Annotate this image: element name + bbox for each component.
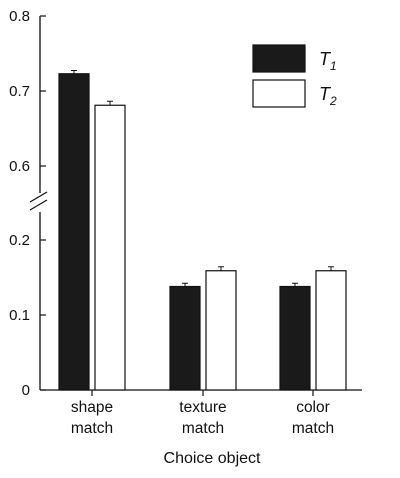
legend-label-subscript: 2 (329, 94, 337, 108)
y-tick-label: 0.1 (9, 307, 30, 324)
legend-label-1: T1 (319, 49, 337, 73)
x-tick-label: match (71, 420, 113, 437)
bar-1-texture (169, 285, 201, 391)
x-tick-label: texture (179, 399, 226, 416)
x-axis-label: Choice object (164, 450, 262, 467)
bar-2-color (315, 270, 347, 391)
bar-1-shape (58, 73, 90, 391)
legend: T1 T2 (252, 44, 337, 108)
bars (58, 70, 347, 391)
bar-2-texture (205, 270, 237, 391)
x-tick-label: match (292, 420, 334, 437)
y-tick-label: 0.8 (9, 8, 30, 25)
axis-break-mark (29, 199, 48, 211)
bar-2-shape (94, 104, 126, 391)
legend-swatch-2 (252, 79, 306, 108)
labels: 0 0.1 0.2 0.6 0.7 0.8 shape match texture match co… (9, 8, 334, 467)
x-tick-label: shape (71, 399, 113, 416)
legend-label-subscript: 1 (330, 59, 337, 73)
y-tick-label: 0.7 (9, 83, 30, 100)
y-tick-label: 0.2 (9, 232, 30, 249)
x-tick-label: match (182, 420, 224, 437)
x-tick-label: color (296, 399, 330, 416)
y-tick-label: 0 (22, 382, 30, 399)
y-tick-label: 0.6 (9, 158, 30, 175)
axis-break-mark (29, 191, 48, 203)
legend-swatch-1 (252, 44, 306, 73)
bar-1-color (279, 285, 311, 391)
legend-label-2: T2 (319, 84, 337, 108)
